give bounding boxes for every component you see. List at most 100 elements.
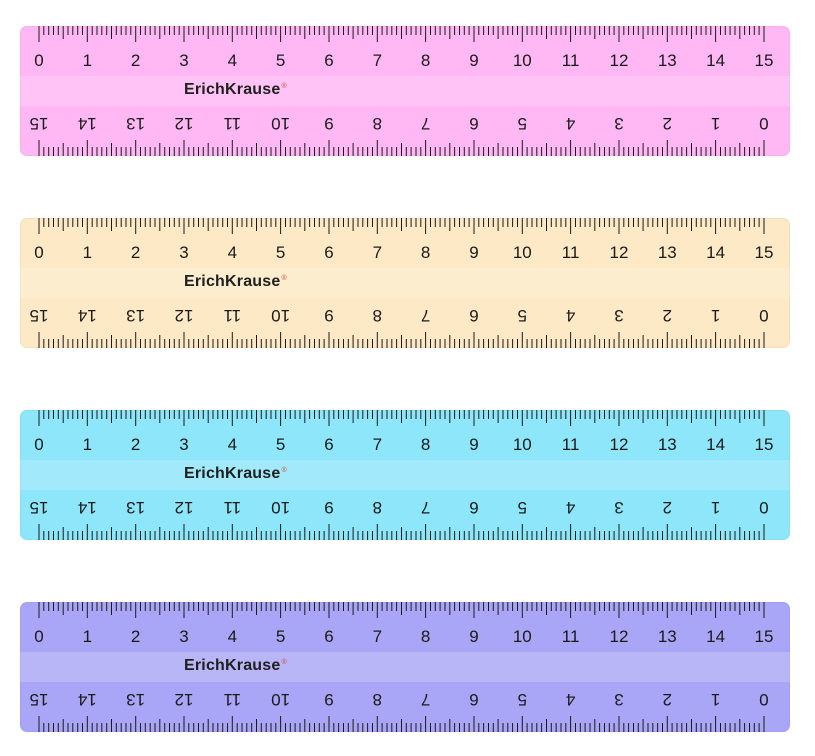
scale-number-top: 10 xyxy=(513,51,532,70)
scale-number-top: 8 xyxy=(421,627,430,646)
scale-number-bottom: 5 xyxy=(518,114,527,133)
scale-number-bottom: 4 xyxy=(566,306,575,325)
brand-logo: ErichKrause® xyxy=(184,657,287,674)
scale-number-top: 3 xyxy=(179,243,188,262)
scale-number-top: 7 xyxy=(373,435,382,454)
scale-number-bottom: 2 xyxy=(663,690,672,709)
tick-marks xyxy=(38,218,765,348)
scale-number-top: 9 xyxy=(469,51,478,70)
scale-number-bottom: 4 xyxy=(566,690,575,709)
scale-number-bottom: 10 xyxy=(271,498,290,517)
scale-number-top: 3 xyxy=(179,627,188,646)
brand-logo: ErichKrause® xyxy=(184,465,287,482)
scale-number-bottom: 13 xyxy=(126,690,145,709)
scale-number-top: 7 xyxy=(373,627,382,646)
scale-number-top: 15 xyxy=(754,51,773,70)
scale-number-top: 2 xyxy=(131,243,140,262)
scale-number-top: 4 xyxy=(228,627,237,646)
scale-number-bottom: 1 xyxy=(711,690,720,709)
scale-number-bottom: 15 xyxy=(30,114,49,133)
scale-number-bottom: 3 xyxy=(614,306,623,325)
scale-number-bottom: 14 xyxy=(78,690,97,709)
scale-number-top: 14 xyxy=(706,243,725,262)
scale-number-top: 9 xyxy=(469,435,478,454)
scale-number-top: 1 xyxy=(83,243,92,262)
scale-number-bottom: 3 xyxy=(614,114,623,133)
scale-number-top: 0 xyxy=(34,243,43,262)
scale-number-bottom: 10 xyxy=(271,114,290,133)
scale-number-bottom: 8 xyxy=(373,306,382,325)
scale-number-bottom: 3 xyxy=(614,690,623,709)
scale-number-bottom: 2 xyxy=(663,114,672,133)
scale-number-top: 10 xyxy=(513,243,532,262)
scale-number-bottom: 1 xyxy=(711,114,720,133)
scale-number-bottom: 4 xyxy=(566,114,575,133)
scale-number-bottom: 9 xyxy=(324,690,333,709)
scale-number-top: 1 xyxy=(83,435,92,454)
scale-number-top: 13 xyxy=(658,243,677,262)
scale-number-top: 12 xyxy=(609,627,628,646)
scale-number-top: 2 xyxy=(131,51,140,70)
ruler-markings: 0011223344556677889910101111121213131414… xyxy=(30,218,773,348)
scale-number-top: 6 xyxy=(324,627,333,646)
scale-number-bottom: 8 xyxy=(373,114,382,133)
scale-number-bottom: 8 xyxy=(373,690,382,709)
scale-number-bottom: 5 xyxy=(518,306,527,325)
scale-number-top: 15 xyxy=(754,243,773,262)
scale-number-bottom: 6 xyxy=(469,306,478,325)
scale-number-top: 6 xyxy=(324,243,333,262)
scale-number-top: 3 xyxy=(179,435,188,454)
scale-number-bottom: 12 xyxy=(175,498,194,517)
scale-number-bottom: 12 xyxy=(175,690,194,709)
scale-number-top: 7 xyxy=(373,51,382,70)
scale-number-bottom: 6 xyxy=(469,690,478,709)
scale-number-bottom: 7 xyxy=(421,498,430,517)
scale-number-top: 13 xyxy=(658,51,677,70)
scale-number-top: 11 xyxy=(562,627,580,646)
scale-number-bottom: 5 xyxy=(518,690,527,709)
scale-number-top: 15 xyxy=(754,435,773,454)
scale-number-top: 6 xyxy=(324,435,333,454)
scale-number-top: 2 xyxy=(131,435,140,454)
scale-number-bottom: 6 xyxy=(469,114,478,133)
scale-number-top: 8 xyxy=(421,435,430,454)
scale-number-top: 12 xyxy=(609,243,628,262)
scale-number-bottom: 12 xyxy=(175,306,194,325)
scale-number-bottom: 0 xyxy=(759,114,768,133)
scale-number-top: 0 xyxy=(34,51,43,70)
scale-number-bottom: 5 xyxy=(518,498,527,517)
scale-number-bottom: 1 xyxy=(711,306,720,325)
scale-number-bottom: 15 xyxy=(30,690,49,709)
scale-number-bottom: 4 xyxy=(566,498,575,517)
scale-number-bottom: 6 xyxy=(469,498,478,517)
scale-number-top: 8 xyxy=(421,51,430,70)
scale-number-bottom: 11 xyxy=(223,306,241,325)
tick-marks xyxy=(38,410,765,540)
scale-number-bottom: 2 xyxy=(663,498,672,517)
scale-number-top: 15 xyxy=(754,627,773,646)
brand-logo: ErichKrause® xyxy=(184,273,287,290)
scale-number-top: 4 xyxy=(228,51,237,70)
scale-number-bottom: 10 xyxy=(271,306,290,325)
scale-number-top: 10 xyxy=(513,435,532,454)
ruler-pink: 0 0 1 1 2 2 3 3 4 4 5 5 6 6 7 7 8 8 9 9 10 10 11 11 12 12 13 13 14 14… xyxy=(20,26,790,156)
tick-marks xyxy=(38,26,765,156)
scale-number-bottom: 7 xyxy=(421,306,430,325)
scale-number-bottom: 13 xyxy=(126,114,145,133)
scale-number-top: 14 xyxy=(706,51,725,70)
scale-number-bottom: 7 xyxy=(421,114,430,133)
scale-number-bottom: 14 xyxy=(78,498,97,517)
ruler-purple: 0 0 1 1 2 2 3 3 4 4 5 5 6 6 7 7 8 8 9 9 10 10 11 11 12 12 13 13 14 14… xyxy=(20,602,790,732)
tick-marks xyxy=(38,602,765,732)
scale-number-top: 1 xyxy=(83,627,92,646)
ruler-band xyxy=(20,268,790,298)
scale-number-top: 11 xyxy=(562,51,580,70)
scale-number-bottom: 14 xyxy=(78,114,97,133)
scale-number-top: 2 xyxy=(131,627,140,646)
scale-number-bottom: 7 xyxy=(421,690,430,709)
ruler-markings: 0011223344556677889910101111121213131414… xyxy=(30,410,773,540)
scale-number-bottom: 9 xyxy=(324,306,333,325)
scale-number-bottom: 0 xyxy=(759,306,768,325)
brand-logo: ErichKrause® xyxy=(184,81,287,98)
scale-number-top: 12 xyxy=(609,435,628,454)
